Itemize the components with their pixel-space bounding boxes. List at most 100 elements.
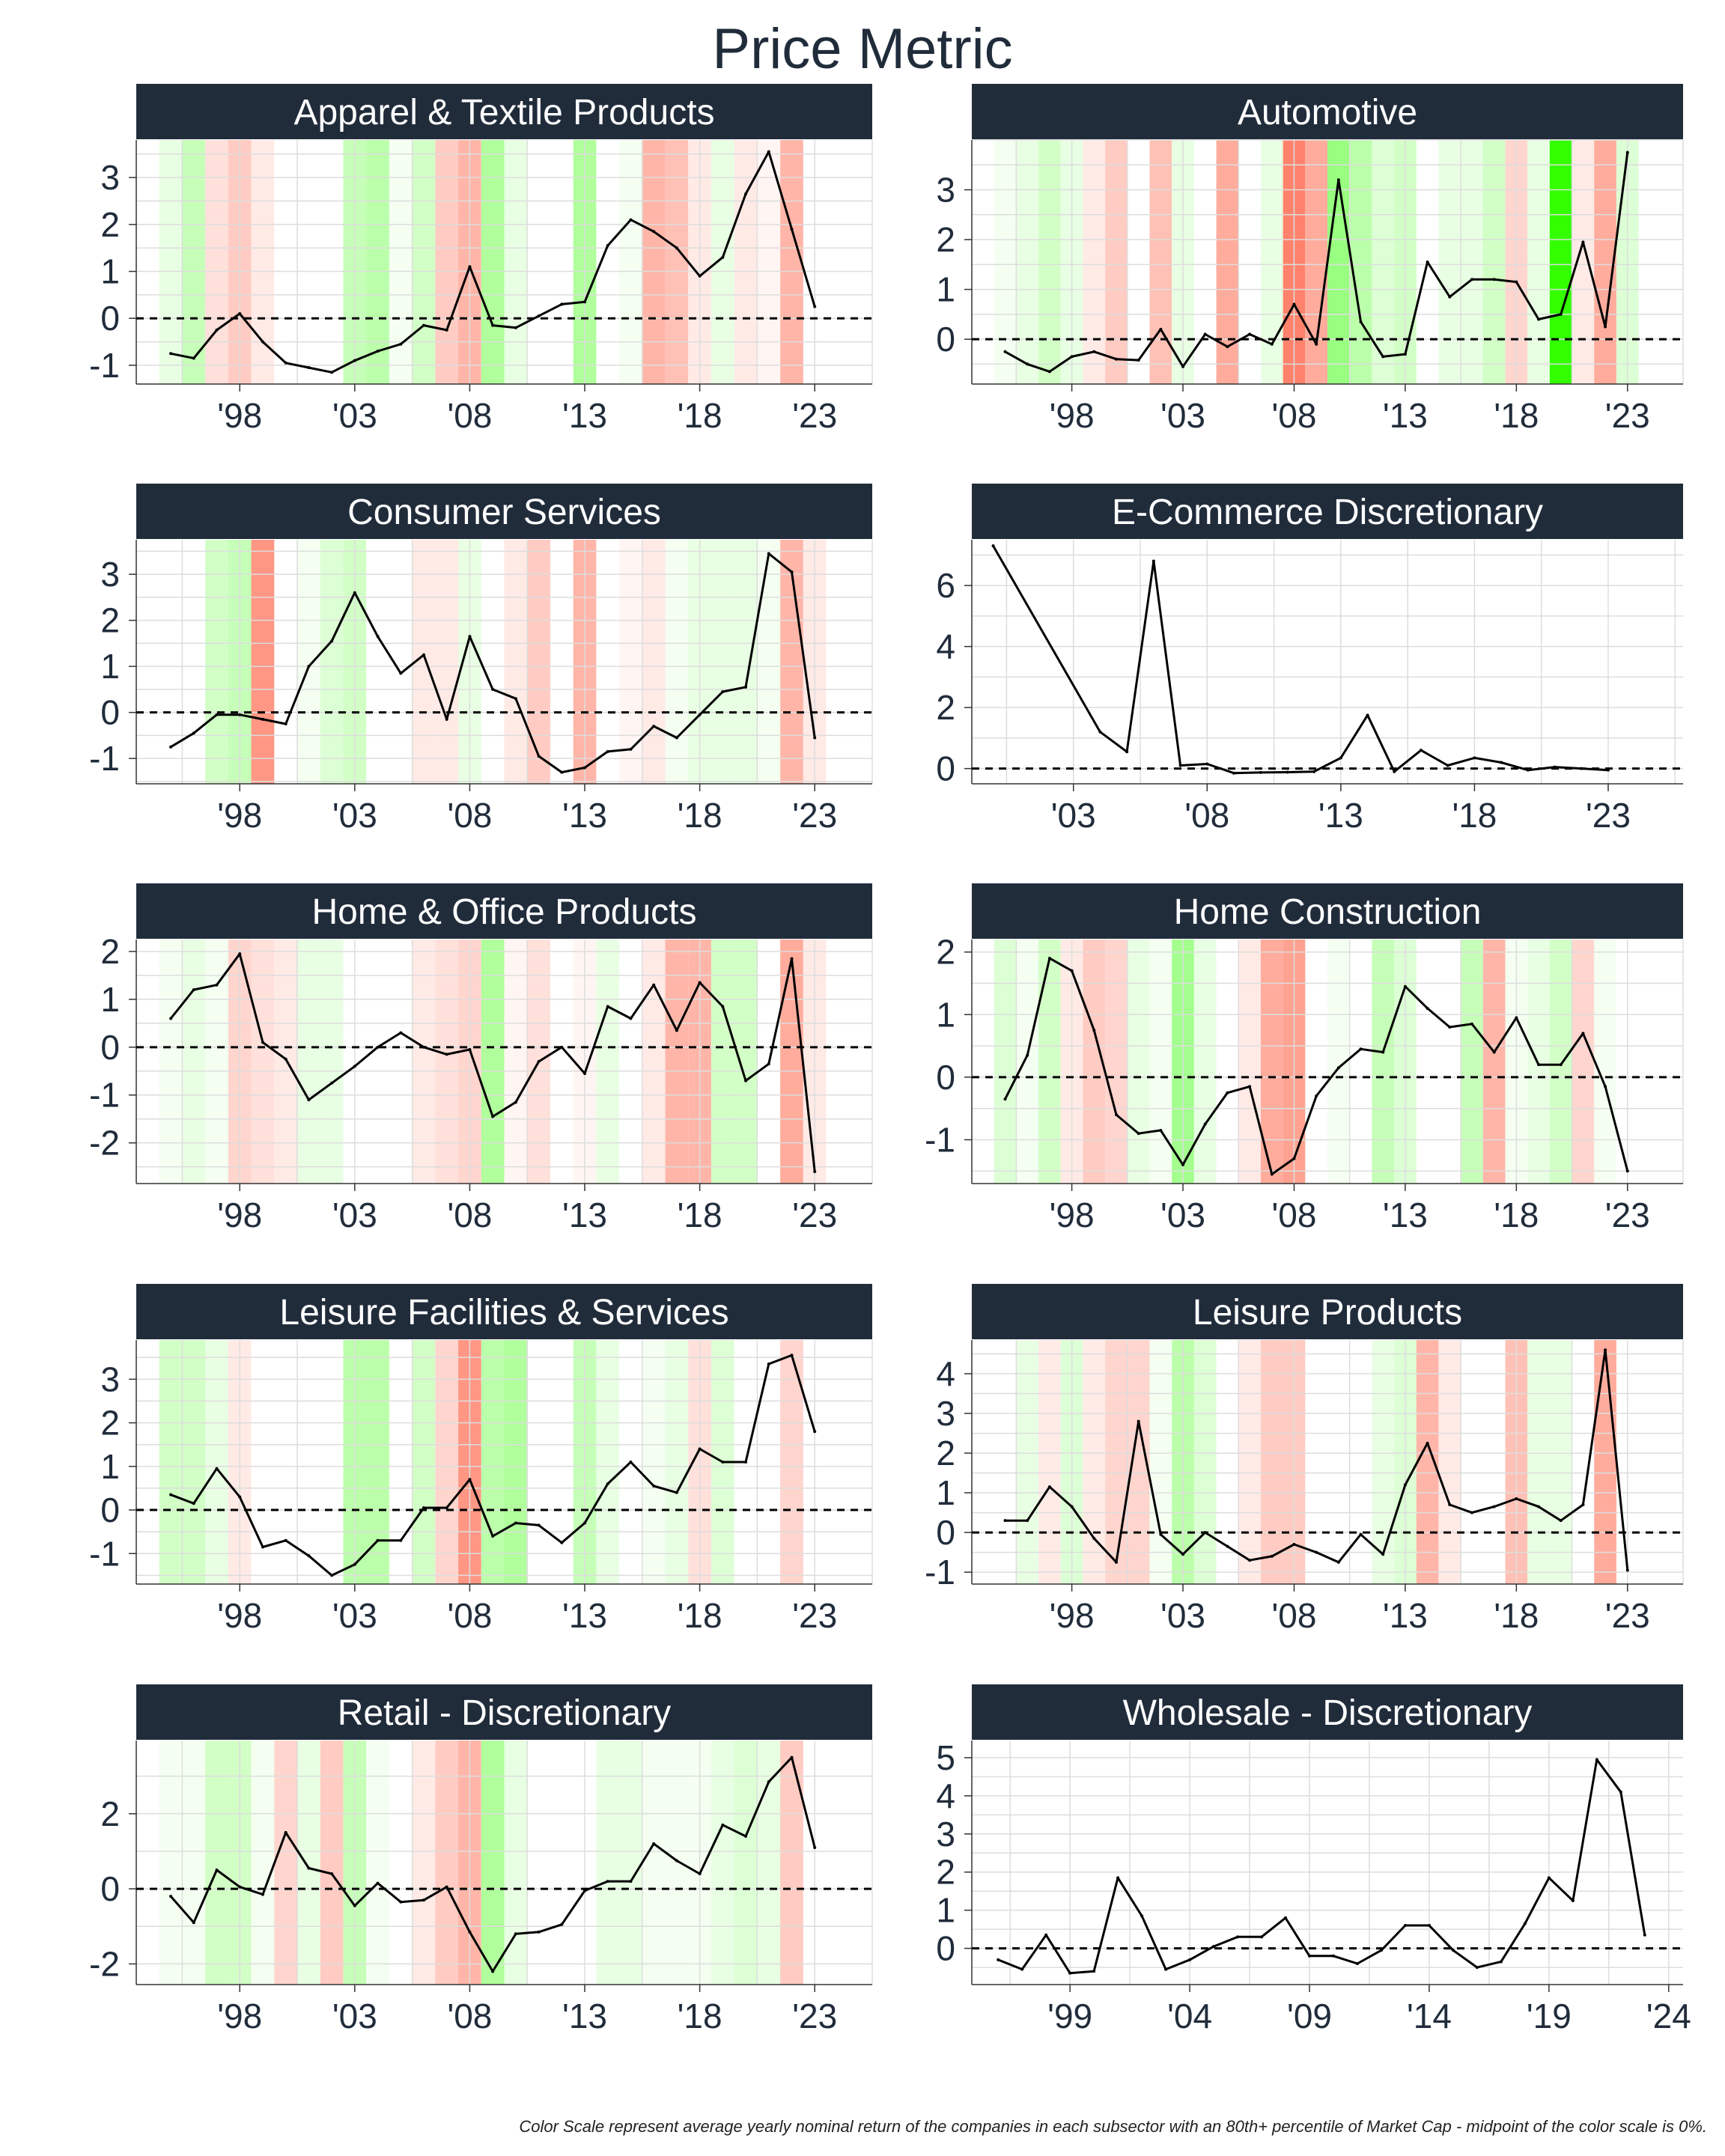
data-point	[215, 328, 219, 332]
panel-title: Retail - Discretionary	[338, 1693, 671, 1733]
data-point	[1537, 1063, 1541, 1067]
data-point	[1336, 1066, 1340, 1070]
data-point	[744, 1079, 748, 1082]
y-tick-label: 1	[936, 1891, 955, 1930]
data-point	[399, 342, 403, 346]
data-point	[1114, 1113, 1118, 1117]
data-point	[1492, 1505, 1496, 1508]
y-tick-label: 2	[100, 932, 120, 971]
data-point	[583, 1521, 587, 1525]
x-tick-label: '13	[562, 1997, 607, 2035]
color-band	[435, 140, 459, 384]
x-tick-label: '98	[1050, 396, 1095, 435]
data-point	[629, 1461, 633, 1464]
data-point	[330, 371, 334, 374]
plot-background	[972, 540, 1683, 784]
x-tick-label: '03	[332, 796, 377, 835]
data-point	[1020, 1967, 1024, 1971]
color-band	[596, 1340, 620, 1584]
color-band	[734, 1741, 758, 1985]
data-point	[1625, 1169, 1629, 1173]
data-point	[1559, 1063, 1563, 1067]
color-band	[619, 1741, 642, 1985]
data-point	[238, 713, 242, 716]
y-tick-label: 0	[100, 693, 120, 732]
color-band	[642, 1741, 666, 1985]
data-point	[1393, 770, 1396, 773]
data-point	[169, 1895, 173, 1898]
data-point	[215, 1467, 219, 1470]
x-tick-label: '08	[447, 1196, 492, 1234]
color-band	[1549, 140, 1572, 384]
data-point	[1292, 1157, 1296, 1160]
color-band	[251, 1741, 275, 1985]
data-point	[1047, 1485, 1051, 1489]
color-band	[504, 140, 528, 384]
color-band	[665, 140, 689, 384]
data-point	[1232, 771, 1235, 775]
color-band	[1349, 140, 1372, 384]
color-band	[1149, 140, 1172, 384]
x-tick-label: '98	[1050, 1596, 1095, 1635]
data-point	[1427, 1924, 1431, 1928]
color-band	[205, 540, 228, 784]
data-point	[1236, 1935, 1240, 1939]
data-point	[1499, 1960, 1503, 1964]
color-band	[642, 1340, 666, 1584]
data-point	[353, 359, 356, 362]
data-point	[192, 356, 195, 360]
data-point	[721, 255, 725, 259]
data-point	[698, 713, 702, 716]
x-tick-label: '13	[562, 1596, 607, 1635]
y-tick-label: 3	[100, 1359, 120, 1398]
x-tick-label: '13	[1318, 796, 1363, 835]
x-tick-label: '18	[678, 796, 722, 835]
data-point	[284, 361, 288, 365]
color-band	[994, 140, 1017, 384]
panel-title: Home & Office Products	[312, 892, 697, 932]
data-point	[1203, 332, 1207, 336]
color-band	[1438, 140, 1461, 384]
color-band	[1038, 940, 1061, 1184]
data-point	[1426, 1006, 1429, 1010]
color-band	[1149, 940, 1172, 1184]
color-band	[182, 940, 206, 1184]
data-point	[1426, 261, 1429, 264]
panel-header	[136, 1684, 872, 1740]
color-band	[1549, 940, 1572, 1184]
panel-home-office-products: Home & Office Products -2 -1 0 1 2 '98 '03 '08 '1…	[89, 883, 873, 1234]
panel-title: Wholesale - Discretionary	[1123, 1693, 1533, 1733]
data-point	[1625, 1568, 1629, 1572]
data-point	[1137, 1132, 1140, 1136]
color-band	[780, 940, 803, 1184]
data-point	[1270, 1554, 1274, 1558]
panel-title: Automotive	[1238, 93, 1417, 133]
data-point	[1203, 1531, 1207, 1535]
data-point	[1537, 1505, 1541, 1508]
data-point	[813, 1430, 817, 1434]
data-point	[790, 1755, 794, 1759]
data-point	[1470, 1022, 1473, 1026]
data-point	[1047, 370, 1051, 374]
color-band	[780, 140, 803, 384]
panel-home-construction: Home Construction -1 0 1 2 '98 '03 '08 '13 '18 '23	[925, 883, 1684, 1234]
panel-header	[136, 883, 872, 939]
data-point	[1248, 332, 1252, 336]
color-band	[159, 1340, 183, 1584]
y-tick-label: -1	[925, 1553, 955, 1592]
data-point	[698, 981, 702, 984]
y-tick-label: 0	[936, 1929, 955, 1968]
x-tick-label: '98	[1050, 1196, 1095, 1234]
panel-leisure-facilities-services: Leisure Facilities & Services -1 0 1 2 3 '98 '0…	[89, 1284, 873, 1635]
data-point	[1092, 350, 1096, 353]
panel-header	[136, 84, 872, 139]
data-point	[376, 635, 380, 639]
color-band	[757, 1741, 781, 1985]
color-band	[297, 1741, 320, 1985]
data-point	[1026, 362, 1029, 366]
data-point	[514, 697, 517, 701]
data-point	[675, 736, 678, 740]
x-tick-label: '08	[447, 1997, 492, 2035]
